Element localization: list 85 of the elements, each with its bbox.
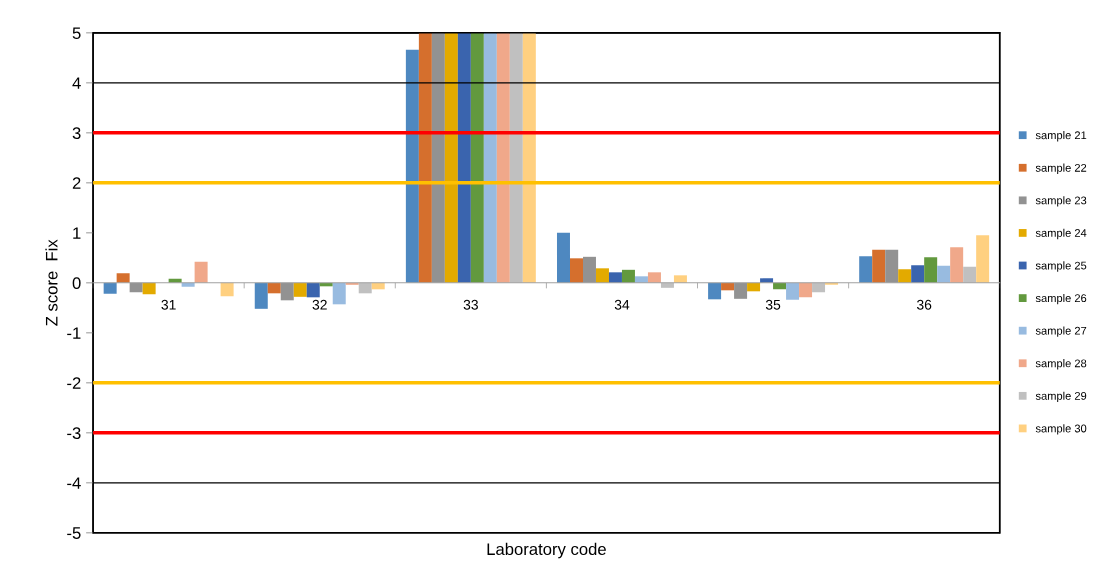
bar	[799, 282, 813, 298]
bar	[181, 282, 195, 287]
y-tick-label: -4	[67, 477, 81, 489]
bar	[608, 272, 622, 283]
bar	[734, 282, 748, 299]
bar	[556, 232, 570, 283]
y-tick-label: 1	[73, 227, 81, 239]
bar	[345, 282, 359, 285]
y-tick-label: -1	[67, 327, 81, 339]
y-tick-label: 2	[72, 177, 81, 189]
bar	[483, 32, 497, 283]
bar	[509, 32, 523, 283]
bar	[496, 32, 510, 283]
bar	[457, 32, 471, 283]
bar	[371, 282, 385, 290]
bar	[760, 278, 774, 283]
bar	[898, 269, 912, 283]
bar	[267, 282, 281, 294]
bar	[431, 32, 445, 283]
bar	[937, 265, 951, 283]
bar	[673, 275, 687, 283]
legend-label: sample 26	[1035, 293, 1087, 305]
bar	[773, 282, 787, 290]
bar	[976, 235, 990, 283]
bar	[885, 249, 899, 283]
bar	[358, 282, 372, 294]
bar	[444, 32, 458, 283]
bar	[293, 282, 307, 297]
bar	[569, 258, 583, 283]
bar	[647, 272, 661, 283]
legend-label: sample 21	[1035, 131, 1087, 142]
bar	[220, 282, 234, 297]
bar	[911, 265, 925, 283]
legend-label: sample 30	[1035, 424, 1087, 435]
bar	[708, 282, 722, 300]
bar	[950, 247, 964, 283]
x-tick-label: 36	[916, 299, 932, 310]
bar	[963, 266, 977, 283]
bar	[872, 249, 886, 283]
bar	[280, 282, 294, 301]
bar	[194, 261, 208, 283]
x-axis-title: Laboratory code	[487, 542, 606, 559]
legend-label: sample 29	[1035, 391, 1087, 403]
bar	[470, 32, 484, 283]
x-tick-label: 35	[765, 299, 781, 310]
bar	[254, 282, 268, 309]
y-tick-label: 3	[72, 127, 81, 140]
legend-label: sample 25	[1035, 261, 1087, 272]
x-tick-label: 33	[463, 299, 478, 310]
y-tick-label: -3	[67, 427, 81, 440]
bar	[142, 282, 156, 295]
y-tick-label: -2	[67, 377, 81, 389]
bar	[582, 256, 596, 283]
bar	[129, 282, 143, 293]
x-tick-label: 34	[614, 299, 630, 310]
bar	[924, 257, 938, 283]
bar	[812, 282, 826, 293]
bar	[634, 276, 648, 283]
x-tick-label: 31	[161, 299, 176, 310]
bar	[595, 268, 609, 283]
y-tick-label: 5	[72, 27, 81, 40]
bar	[660, 282, 674, 288]
bar	[332, 282, 346, 305]
y-tick-label: 4	[72, 77, 81, 89]
bar	[859, 256, 873, 283]
legend-label: sample 23	[1035, 196, 1087, 207]
bar	[116, 273, 130, 283]
y-tick-label: -5	[67, 527, 81, 539]
legend-label: sample 27	[1035, 326, 1087, 337]
x-tick-label: 32	[312, 299, 327, 310]
bar	[721, 282, 735, 291]
bar	[825, 282, 839, 285]
legend-label: sample 24	[1035, 228, 1087, 240]
bar	[747, 282, 761, 292]
legend-label: sample 22	[1035, 163, 1087, 174]
bar	[103, 282, 117, 294]
bar	[522, 32, 536, 283]
legend-label: sample 28	[1035, 359, 1087, 370]
bar	[418, 32, 432, 283]
bar	[786, 282, 800, 300]
bar	[621, 269, 635, 283]
bar	[306, 282, 320, 298]
y-axis-title: Z score Fix	[45, 239, 58, 326]
bar	[405, 49, 419, 283]
y-tick-label: 0	[72, 277, 81, 290]
